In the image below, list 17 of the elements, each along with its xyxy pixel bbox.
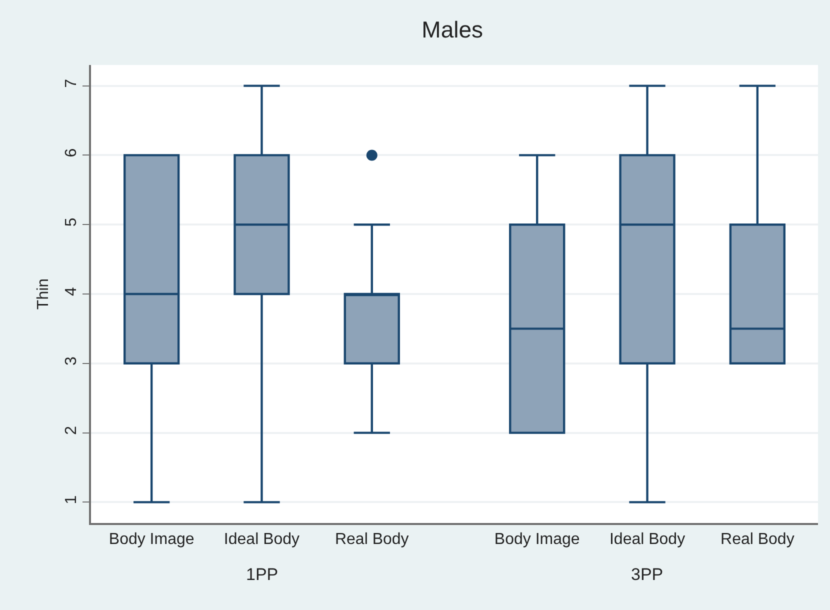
y-tick-label: 4	[62, 287, 80, 296]
chart-title: Males	[422, 16, 484, 42]
y-tick-label: 1	[62, 495, 80, 504]
y-tick-label: 5	[62, 218, 80, 227]
x-tick-label: Ideal Body	[224, 530, 300, 548]
text: 1PP	[246, 565, 278, 584]
y-tick-label: 7	[62, 78, 80, 88]
y-axis-title: Thin	[35, 278, 52, 310]
x-tick-label: Ideal Body	[609, 530, 686, 548]
x-tick-label: Real Body	[720, 530, 794, 548]
y-tick-label: 6	[62, 148, 80, 158]
y-tick-label: 3	[62, 356, 80, 366]
x-tick-label: Body Image	[108, 530, 194, 548]
text: 3PP	[631, 565, 664, 584]
y-tick-label: 2	[62, 426, 80, 435]
x-tick-label: Body Image	[494, 530, 580, 548]
x-tick-label: Real Body	[334, 530, 409, 548]
